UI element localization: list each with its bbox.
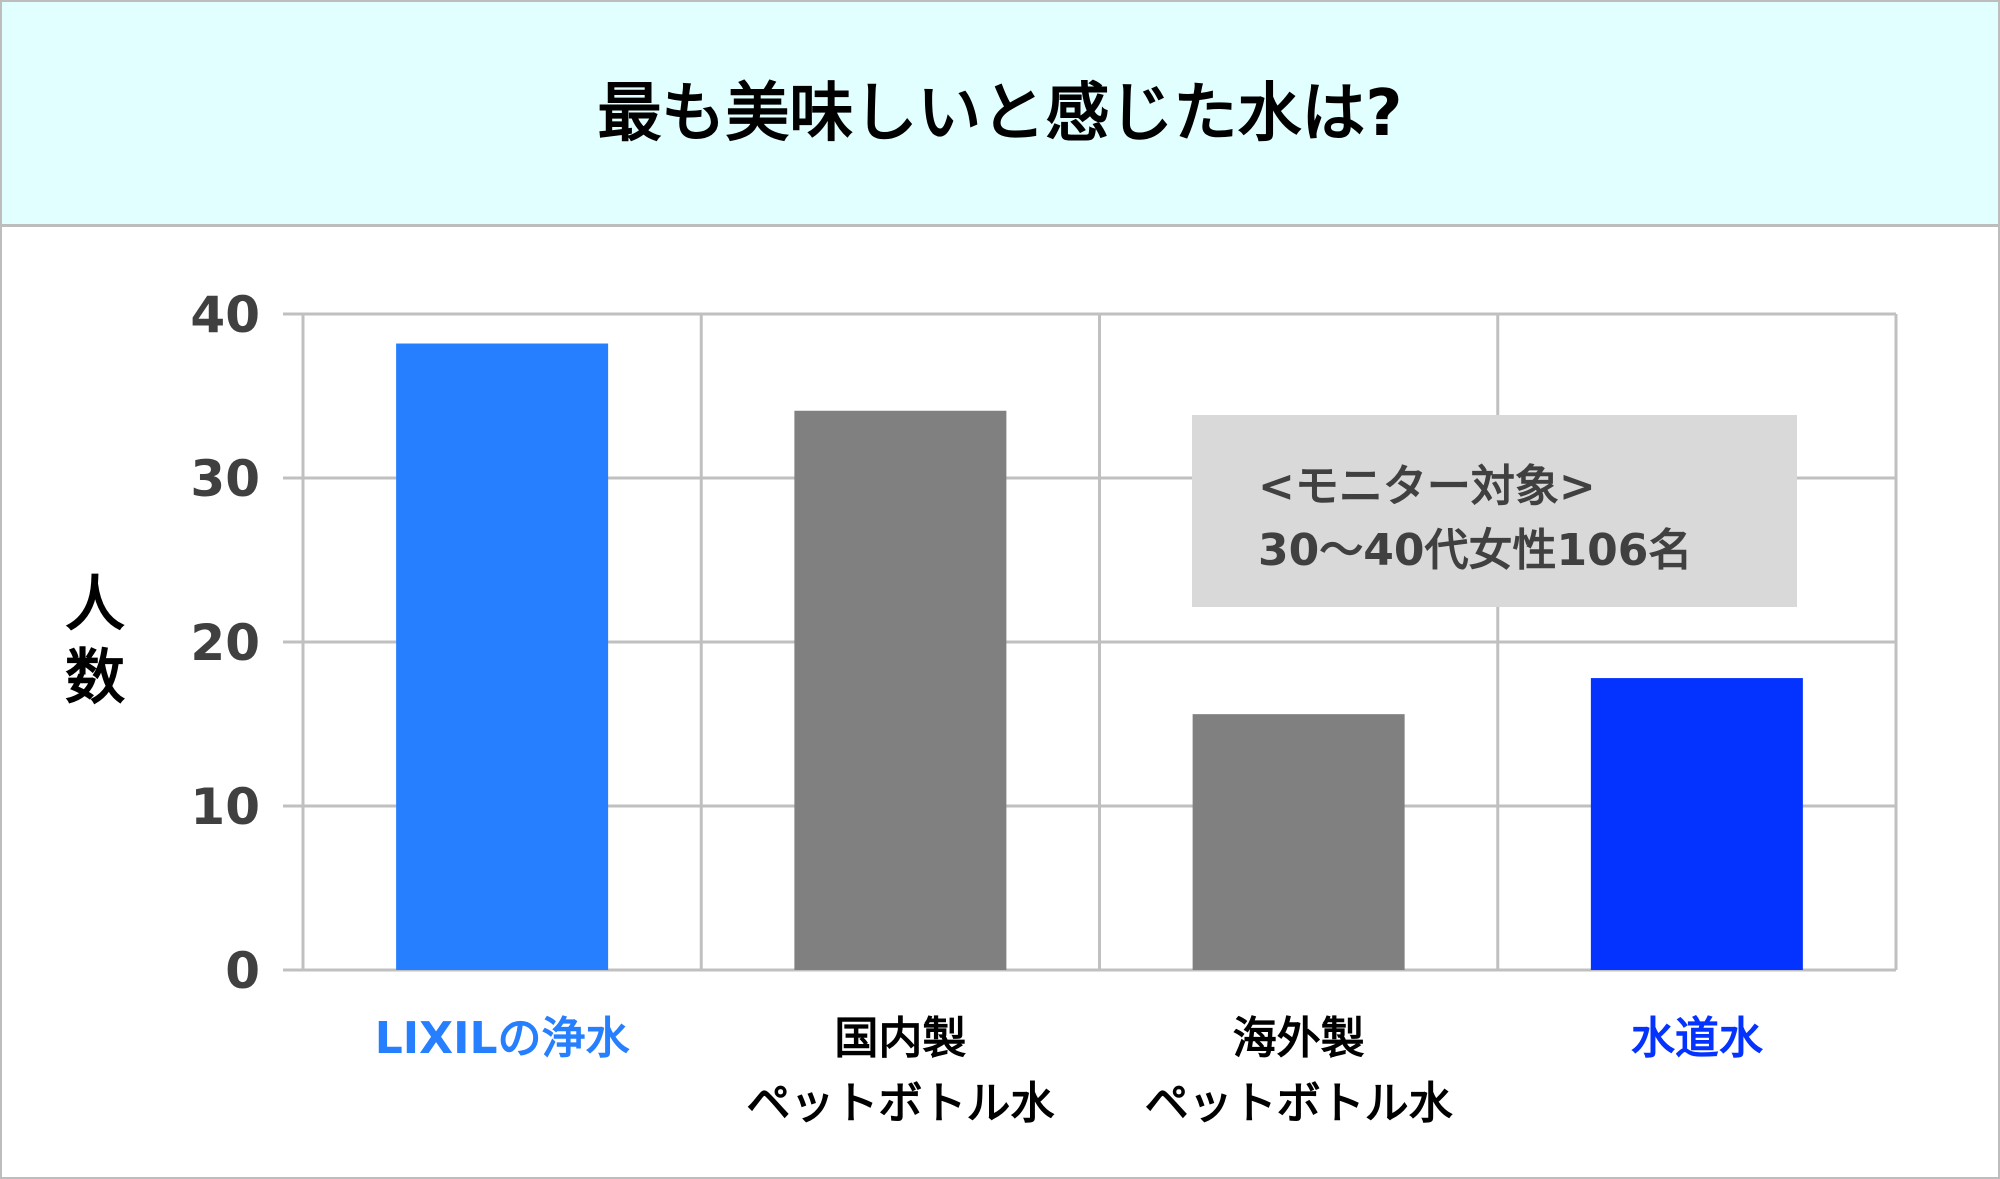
bar — [1590, 678, 1803, 970]
annotation-line-1: <モニター対象> — [1258, 461, 1596, 512]
annotation-box: <モニター対象> 30～40代女性106名 — [1192, 415, 1797, 607]
x-tick-label: LIXILの浄水 — [375, 1013, 631, 1064]
annotation-line-2: 30～40代女性106名 — [1258, 525, 1693, 576]
bar — [396, 343, 609, 970]
y-tick-labels: 0 10 20 30 40 — [190, 286, 260, 1000]
y-tick-label: 10 — [190, 778, 260, 836]
chart-title: 最も美味しいと感じた水は? — [597, 77, 1403, 151]
bar — [1192, 714, 1405, 970]
x-tick-label: 海外製 — [1233, 1013, 1365, 1064]
x-tick-label: 水道水 — [1631, 1013, 1764, 1064]
y-axis-label-char: 数 — [65, 643, 125, 713]
bars — [396, 343, 1803, 970]
y-axis-label-char: 人 — [65, 570, 125, 640]
y-tick-label: 0 — [225, 942, 260, 1000]
y-tick-label: 40 — [190, 286, 260, 344]
x-tick-label: ペットボトル水 — [746, 1078, 1055, 1129]
title-bar: 最も美味しいと感じた水は? — [2, 2, 1998, 227]
y-axis-label: 人数 — [65, 570, 125, 713]
y-tick-label: 20 — [190, 614, 260, 672]
x-tick-label: 国内製 — [834, 1013, 966, 1064]
y-tick-label: 30 — [190, 450, 260, 508]
x-tick-label: ペットボトル水 — [1145, 1078, 1454, 1129]
bar — [794, 410, 1007, 970]
